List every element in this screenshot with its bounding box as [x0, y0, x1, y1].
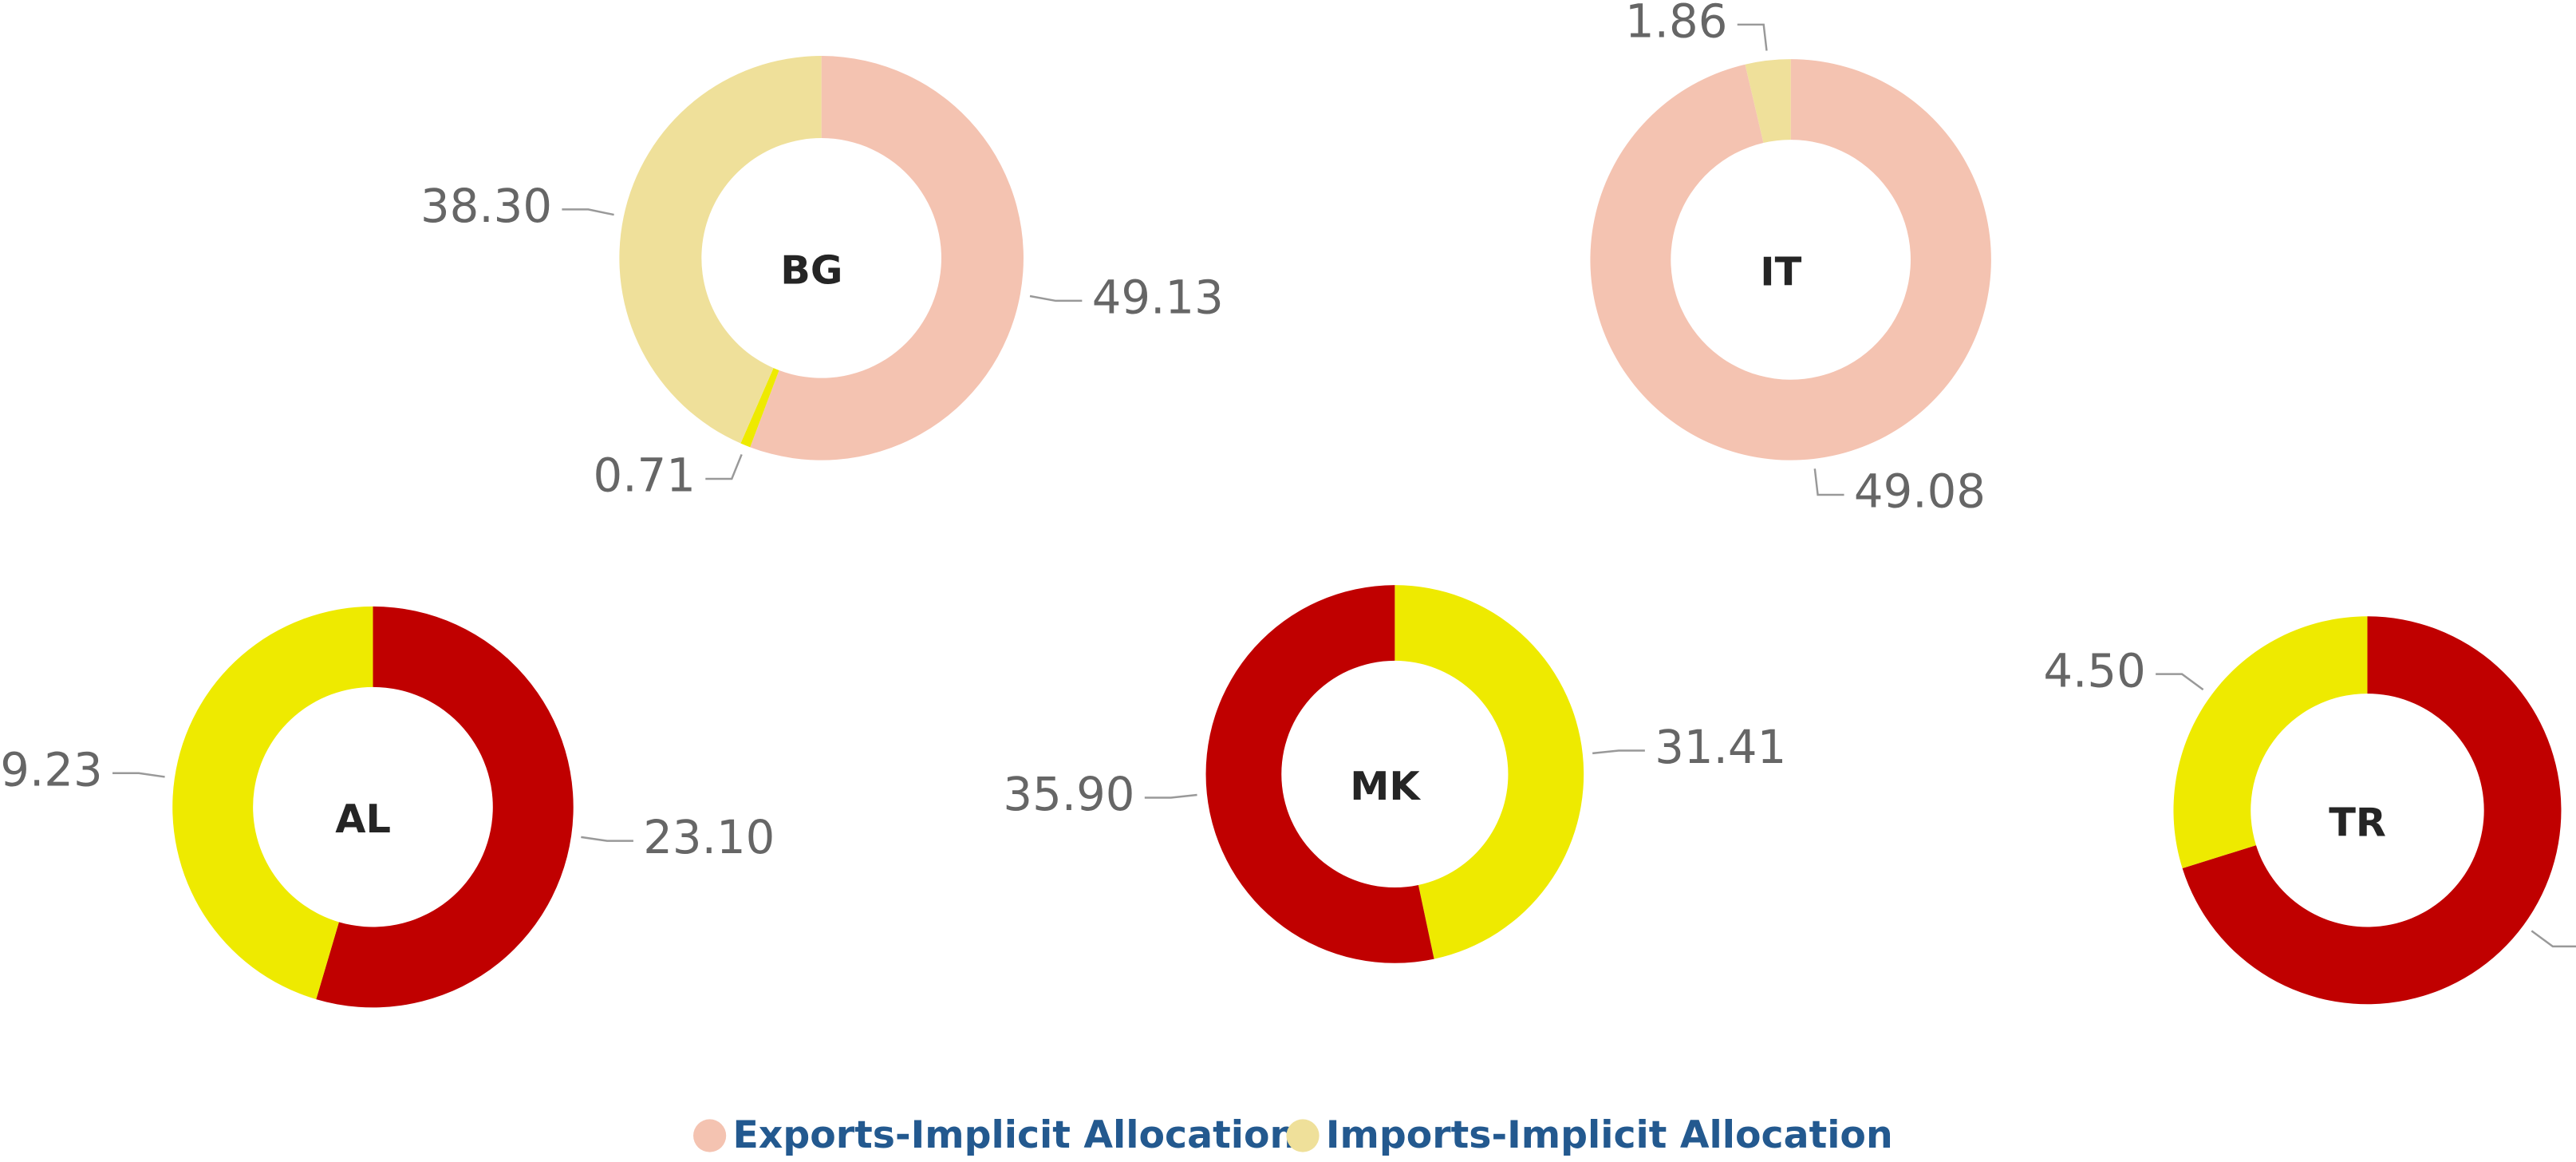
- data-label: 49.08: [1854, 464, 1986, 519]
- leader-line: [2531, 930, 2576, 948]
- donut-center-label: AL: [335, 796, 391, 842]
- legend-marker: [693, 1119, 727, 1152]
- leader-line: [2156, 673, 2204, 691]
- donut-segment: [1395, 585, 1584, 959]
- data-label: 1.86: [1625, 0, 1727, 48]
- leader-line: [705, 453, 743, 480]
- leader-line: [1813, 468, 1844, 496]
- legend-marker: [1286, 1119, 1320, 1152]
- data-label: 23.10: [643, 810, 775, 864]
- data-label: 4.50: [2043, 643, 2145, 698]
- donut-segment: [2173, 616, 2368, 869]
- donut-segment: [740, 368, 779, 448]
- donut-segment: [1205, 585, 1434, 963]
- donut-center-label: MK: [1350, 763, 1421, 809]
- leader-line: [112, 772, 165, 778]
- legend-label: Exports-Implicit Allocation: [732, 1113, 1296, 1157]
- leader-line: [1592, 749, 1645, 755]
- donut-center-label: BG: [780, 247, 842, 293]
- donut-center-label: TR: [2329, 799, 2386, 845]
- data-label: 31.41: [1655, 720, 1786, 774]
- donut-segment: [1590, 59, 1991, 460]
- data-label: 0.71: [594, 449, 696, 503]
- data-label: 19.23: [0, 742, 103, 796]
- donut-segment: [316, 606, 574, 1008]
- donut-segment: [2182, 616, 2562, 1005]
- legend-label: Imports-Implicit Allocation: [1326, 1113, 1893, 1157]
- donut-segment: [619, 56, 822, 444]
- leader-line: [562, 208, 614, 216]
- donut-segment: [1745, 59, 1791, 144]
- data-label: 35.90: [1003, 767, 1134, 821]
- leader-line: [1029, 294, 1083, 302]
- donut-segment: [172, 606, 373, 1000]
- data-label: 49.13: [1092, 271, 1224, 325]
- leader-line: [1144, 793, 1197, 799]
- data-label: 38.30: [420, 179, 552, 233]
- donut-segment: [750, 56, 1024, 460]
- leader-line: [581, 836, 633, 842]
- leader-line: [1737, 23, 1768, 51]
- donut-center-label: IT: [1760, 248, 1801, 294]
